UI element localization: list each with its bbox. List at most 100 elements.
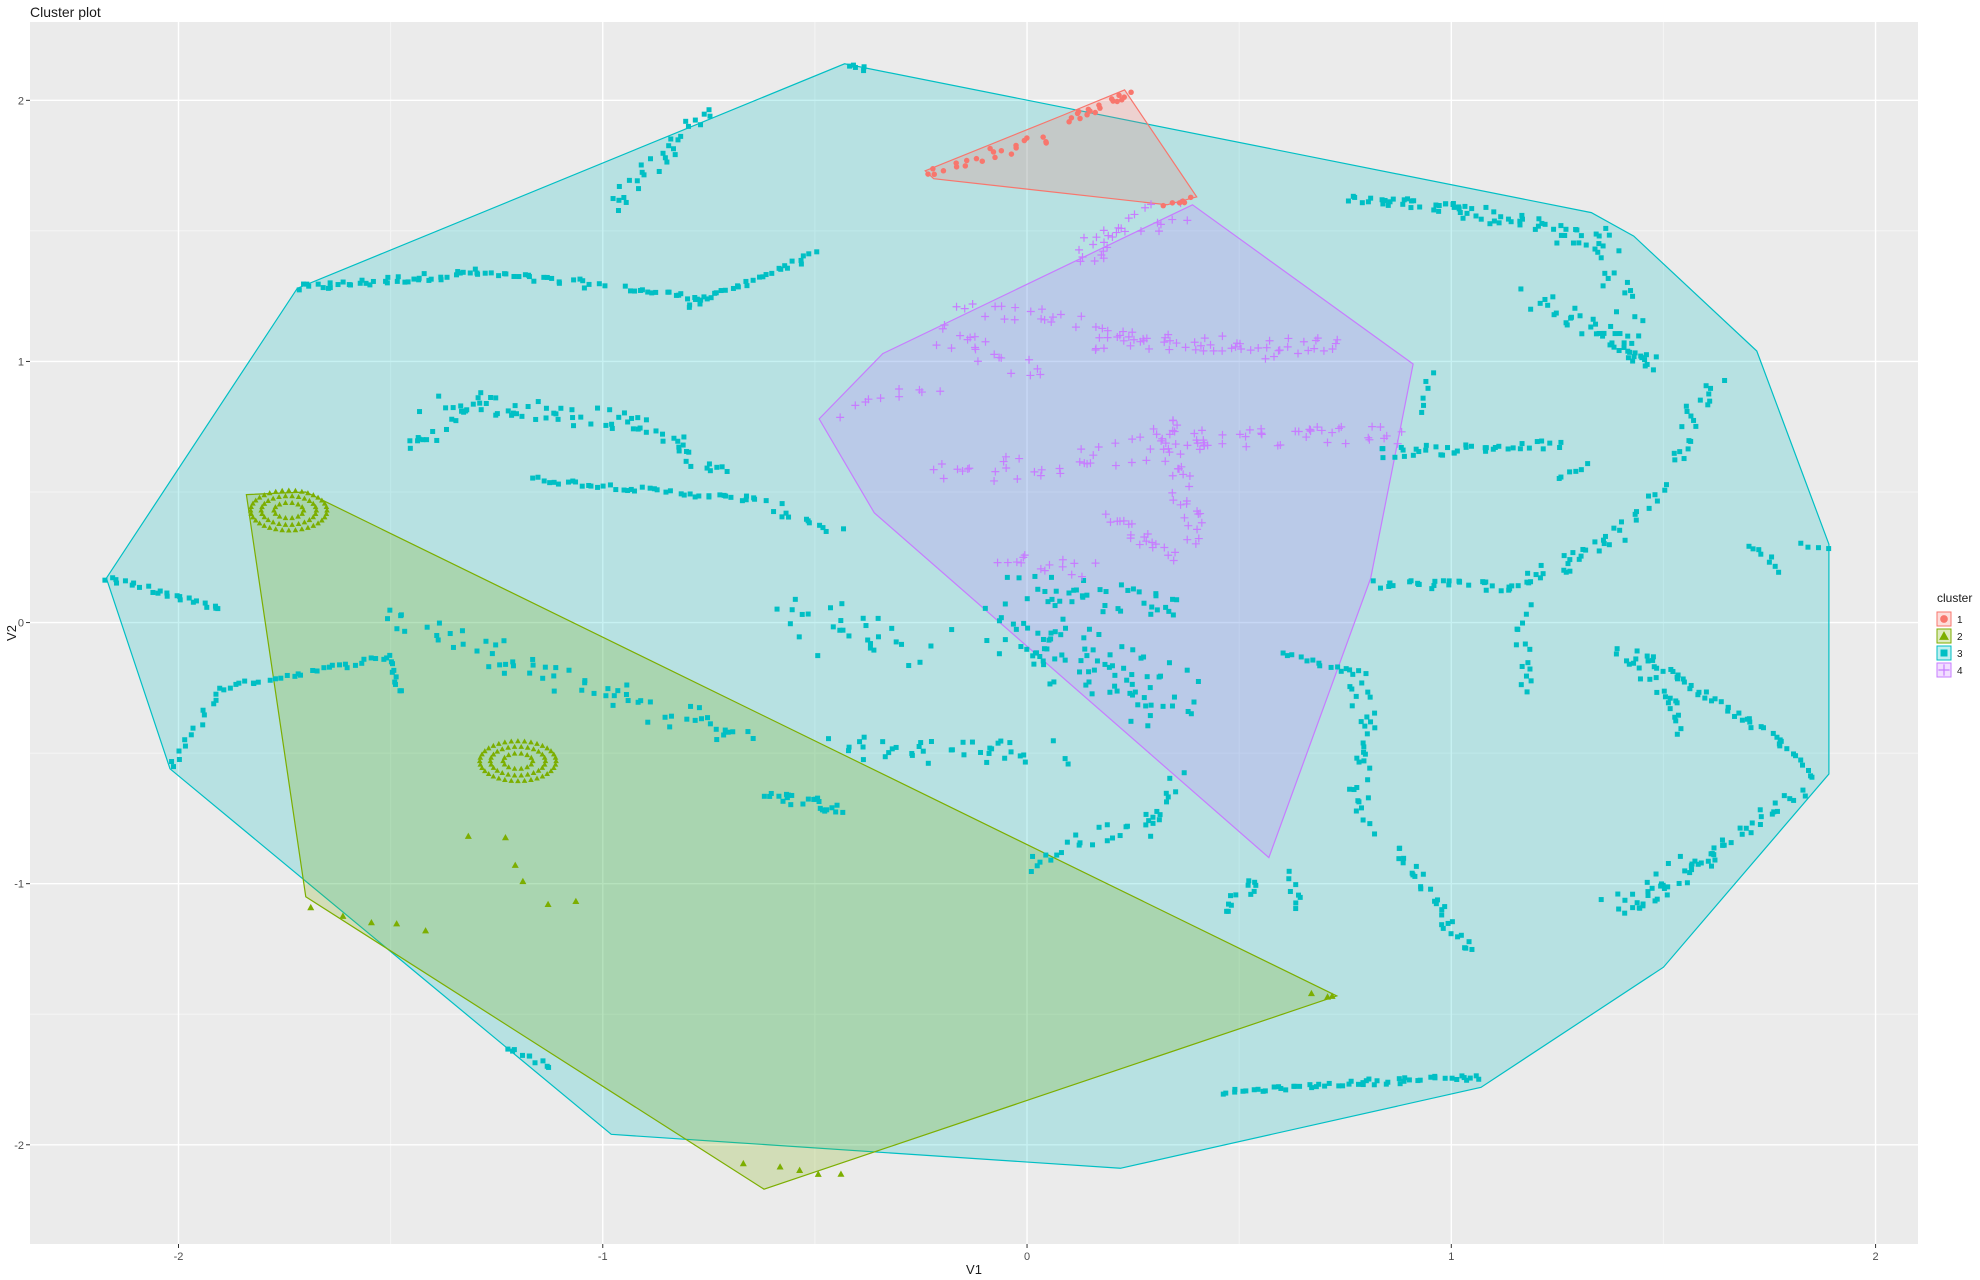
cluster-4-point — [1176, 450, 1185, 459]
cluster-3-point — [541, 274, 547, 280]
cluster-2-point — [524, 764, 530, 770]
cluster-4-point — [1200, 334, 1209, 343]
cluster-3-point — [342, 661, 348, 667]
cluster-3-point — [840, 809, 846, 815]
cluster-3-point — [1283, 1087, 1289, 1093]
cluster-2-point — [501, 833, 509, 841]
cluster-3-point — [1583, 547, 1589, 553]
cluster-3-point — [434, 437, 440, 443]
cluster-3-point — [424, 624, 430, 630]
cluster-4-point — [1033, 364, 1042, 373]
cluster-3-point — [1483, 579, 1489, 585]
cluster-2-point — [324, 507, 330, 513]
cluster-3-point — [635, 426, 641, 432]
cluster-3-point — [221, 687, 227, 693]
cluster-3-point — [1289, 652, 1295, 658]
cluster-3-point — [1154, 607, 1160, 613]
cluster-3-point — [177, 597, 183, 603]
cluster-2-point — [739, 1159, 747, 1167]
cluster-3-point — [1442, 1075, 1448, 1081]
cluster-3-point — [1542, 296, 1548, 302]
cluster-3-point — [1396, 1076, 1402, 1082]
cluster-3-point — [1367, 694, 1373, 700]
cluster-3-point — [477, 400, 483, 406]
cluster-4-point — [1168, 416, 1177, 425]
cluster-3-point — [1127, 690, 1133, 696]
cluster-3-point — [1102, 603, 1108, 609]
cluster-4-point — [1172, 339, 1181, 348]
cluster-4-point — [947, 344, 956, 353]
cluster-2-point — [501, 761, 508, 767]
cluster-2-point — [323, 504, 330, 510]
cluster-3-point — [201, 712, 207, 718]
cluster-3-point — [1423, 447, 1429, 453]
cluster-3-point — [678, 491, 684, 497]
cluster-3-point — [730, 285, 736, 291]
cluster-3-point — [666, 289, 672, 295]
cluster-3-point — [503, 661, 509, 667]
cluster-2-point — [482, 768, 488, 774]
cluster-1-point — [931, 171, 938, 178]
cluster-3-point — [1040, 636, 1046, 642]
cluster-3-point — [660, 431, 666, 437]
cluster-4-point — [1197, 518, 1206, 527]
cluster-3-point — [1600, 283, 1606, 289]
cluster-1-point — [930, 166, 936, 172]
cluster-3-point — [509, 412, 515, 418]
cluster-4-point — [1119, 336, 1128, 345]
cluster-3-point — [1228, 902, 1234, 908]
cluster-3-point — [1562, 232, 1568, 238]
cluster-3-point — [193, 598, 199, 604]
cluster-3-point — [1498, 588, 1504, 594]
cluster-3-point — [1567, 568, 1573, 574]
cluster-3-point — [697, 301, 703, 307]
cluster-2-point — [528, 754, 535, 760]
cluster-3-point — [213, 691, 219, 697]
cluster-4-hull — [818, 204, 1414, 859]
cluster-3-point — [1380, 455, 1386, 461]
cluster-3-point — [1145, 723, 1151, 729]
cluster-4-point — [1198, 426, 1206, 435]
cluster-3-point — [839, 601, 845, 607]
cluster-3-point — [1770, 730, 1776, 736]
cluster-4-point — [1275, 346, 1284, 355]
cluster-3-point — [846, 744, 852, 750]
cluster-3-point — [1535, 223, 1541, 229]
cluster-4-point — [1048, 313, 1057, 322]
cluster-3-point — [615, 208, 621, 214]
cluster-3-point — [346, 282, 352, 288]
cluster-3-point — [625, 419, 631, 425]
cluster-3-point — [1533, 572, 1539, 578]
cluster-3-point — [1030, 853, 1036, 859]
cluster-3-point — [800, 253, 806, 259]
cluster-3-point — [1695, 692, 1701, 698]
cluster-3-point — [1129, 681, 1135, 687]
cluster-2-point — [518, 743, 525, 749]
cluster-3-point — [1674, 700, 1680, 706]
cluster-1-point — [1075, 108, 1082, 115]
cluster-3-point — [1565, 561, 1571, 567]
cluster-3-point — [609, 421, 615, 427]
cluster-3-point — [704, 296, 710, 302]
cluster-3-point — [1157, 812, 1163, 818]
cluster-4-point — [1101, 510, 1110, 519]
cluster-2-point — [313, 507, 320, 513]
cluster-3-point — [1554, 240, 1560, 246]
cluster-3-point — [1674, 731, 1680, 737]
cluster-4-point — [1176, 500, 1185, 509]
cluster-3-point — [1245, 882, 1251, 888]
cluster-3-point — [1652, 492, 1658, 498]
cluster-2-point — [301, 495, 308, 501]
cluster-3-point — [1545, 302, 1551, 308]
cluster-4-point — [1218, 346, 1227, 355]
cluster-2-point — [279, 487, 285, 493]
cluster-3-point — [1480, 579, 1486, 585]
cluster-3-point — [638, 698, 644, 704]
cluster-4-point — [1194, 534, 1203, 543]
cluster-4-point — [958, 467, 967, 476]
cluster-2-point — [539, 773, 546, 779]
cluster-2-point — [261, 492, 268, 498]
cluster-3-point — [1165, 794, 1171, 800]
cluster-3-point — [680, 442, 686, 448]
cluster-1-point — [1008, 151, 1015, 157]
